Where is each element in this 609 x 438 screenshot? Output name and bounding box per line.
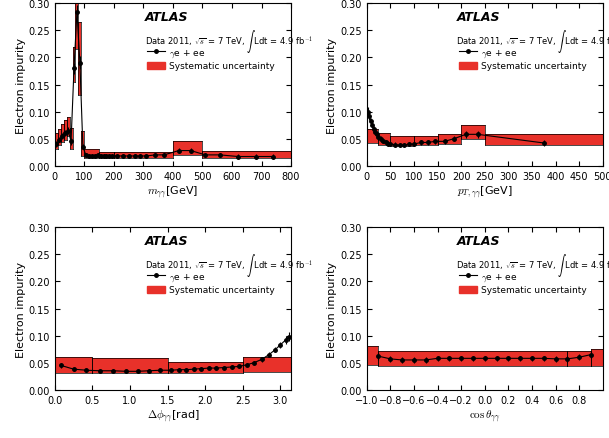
Text: Data 2011, $\sqrt{s}$ = 7 TeV, $\int$ Ldt = 4.9 fb$^{-1}$: Data 2011, $\sqrt{s}$ = 7 TeV, $\int$ Ld…: [144, 251, 312, 278]
Y-axis label: Electron impurity: Electron impurity: [16, 261, 26, 357]
Text: ATLAS: ATLAS: [144, 234, 188, 247]
Legend: $\gamma$e + ee, Systematic uncertainty: $\gamma$e + ee, Systematic uncertainty: [459, 271, 587, 294]
X-axis label: $p_{T,\gamma\gamma}$[GeV]: $p_{T,\gamma\gamma}$[GeV]: [457, 184, 513, 200]
Legend: $\gamma$e + ee, Systematic uncertainty: $\gamma$e + ee, Systematic uncertainty: [147, 48, 275, 71]
Text: Data 2011, $\sqrt{s}$ = 7 TeV, $\int$ Ldt = 4.9 fb$^{-1}$: Data 2011, $\sqrt{s}$ = 7 TeV, $\int$ Ld…: [144, 28, 312, 55]
Text: Data 2011, $\sqrt{s}$ = 7 TeV, $\int$ Ldt = 4.9 fb$^{-1}$: Data 2011, $\sqrt{s}$ = 7 TeV, $\int$ Ld…: [456, 251, 609, 278]
Text: ATLAS: ATLAS: [144, 11, 188, 24]
Text: ATLAS: ATLAS: [456, 11, 500, 24]
X-axis label: $\cos\theta_{\gamma\gamma}$: $\cos\theta_{\gamma\gamma}$: [469, 407, 501, 424]
X-axis label: $\Delta\phi_{\gamma\gamma}$[rad]: $\Delta\phi_{\gamma\gamma}$[rad]: [147, 407, 199, 424]
X-axis label: $m_{\gamma\gamma}$[GeV]: $m_{\gamma\gamma}$[GeV]: [147, 184, 199, 200]
Text: ATLAS: ATLAS: [456, 234, 500, 247]
Y-axis label: Electron impurity: Electron impurity: [16, 37, 26, 133]
Text: Data 2011, $\sqrt{s}$ = 7 TeV, $\int$ Ldt = 4.9 fb$^{-1}$: Data 2011, $\sqrt{s}$ = 7 TeV, $\int$ Ld…: [456, 28, 609, 55]
Legend: $\gamma$e + ee, Systematic uncertainty: $\gamma$e + ee, Systematic uncertainty: [147, 271, 275, 294]
Y-axis label: Electron impurity: Electron impurity: [328, 37, 337, 133]
Y-axis label: Electron impurity: Electron impurity: [328, 261, 337, 357]
Legend: $\gamma$e + ee, Systematic uncertainty: $\gamma$e + ee, Systematic uncertainty: [459, 48, 587, 71]
